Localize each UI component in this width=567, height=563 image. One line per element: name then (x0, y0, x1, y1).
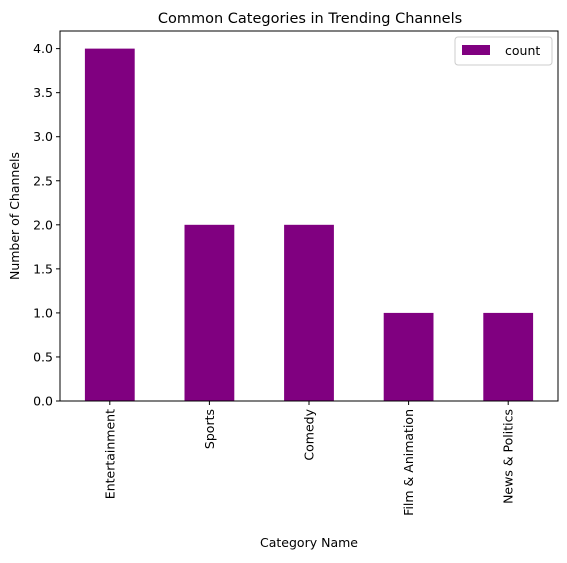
y-axis-label: Number of Channels (7, 152, 22, 280)
y-tick-label: 1.0 (33, 305, 53, 320)
y-tick-label: 3.0 (33, 129, 53, 144)
y-axis: 0.0 0.5 1.0 1.5 2.0 2.5 3.0 3.5 4.0 (33, 41, 60, 409)
bar-comedy (284, 224, 334, 401)
bar-film-animation (383, 312, 434, 401)
x-axis-label: Category Name (260, 535, 358, 550)
y-tick-label: 0.0 (33, 394, 53, 409)
bar-sports (184, 224, 235, 401)
y-tick-label: 3.5 (33, 85, 53, 100)
bar-news-politics (483, 312, 534, 401)
axes-frame (59, 30, 559, 402)
y-tick-label: 2.5 (33, 173, 53, 188)
legend-swatch (462, 45, 490, 55)
bars-layer (84, 48, 534, 401)
y-tick-label: 4.0 (33, 41, 53, 56)
x-tick-label: News & Politics (501, 409, 516, 504)
y-tick-label: 0.5 (33, 349, 53, 364)
legend-label: count (505, 43, 540, 58)
y-tick-label: 2.0 (33, 217, 53, 232)
x-tick-label: Entertainment (102, 409, 117, 499)
x-axis: Entertainment Sports Comedy Film & Animatio… (102, 401, 516, 516)
x-tick-label: Sports (202, 409, 217, 449)
legend-frame (454, 36, 553, 66)
bar-entertainment (84, 48, 135, 401)
x-tick-label: Comedy (302, 408, 317, 460)
x-tick-label: Film & Animation (401, 409, 416, 516)
legend: count (454, 36, 553, 66)
y-tick-label: 1.5 (33, 261, 53, 276)
chart-title: Common Categories in Trending Channels (158, 11, 462, 27)
